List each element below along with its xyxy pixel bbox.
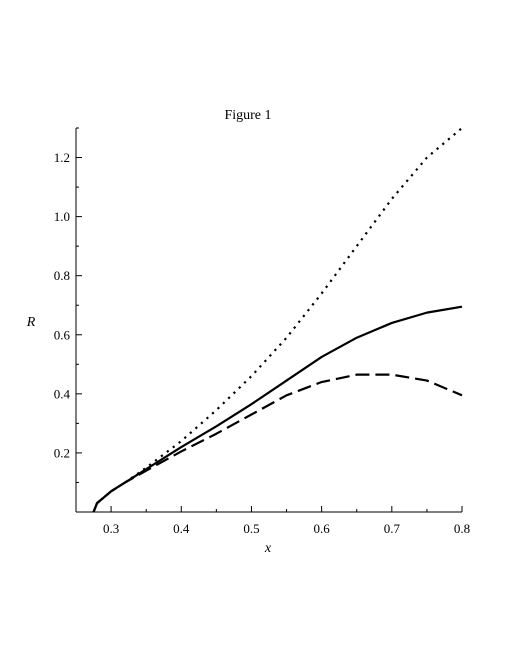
y-axis-label: R bbox=[26, 315, 36, 330]
series-line-solid bbox=[92, 305, 463, 513]
y-tick-label: 0.4 bbox=[54, 386, 71, 401]
x-axis-label: x bbox=[264, 541, 272, 556]
plot-area: 0.3 0.4 0.5 0.6 0.7 0.8 0.2 0.4 0.6 0.8 1.0 1.2 bbox=[54, 127, 470, 536]
series-line-dotted bbox=[92, 127, 463, 513]
y-tick-label: 0.2 bbox=[54, 445, 70, 460]
chart-title: Figure 1 bbox=[224, 108, 271, 123]
y-tick-label: 0.6 bbox=[54, 327, 71, 342]
x-tick-label: 0.4 bbox=[173, 521, 190, 536]
y-tick-label: 0.8 bbox=[54, 268, 70, 283]
x-tick-label: 0.5 bbox=[243, 521, 259, 536]
x-tick-label: 0.3 bbox=[103, 521, 119, 536]
x-tick-label: 0.6 bbox=[314, 521, 331, 536]
series-line-dashed bbox=[92, 373, 463, 513]
x-tick-label: 0.7 bbox=[384, 521, 401, 536]
ticks-layer: 0.3 0.4 0.5 0.6 0.7 0.8 0.2 0.4 0.6 0.8 1.0 1.2 bbox=[54, 127, 470, 536]
y-tick-label: 1.2 bbox=[54, 150, 70, 165]
series-layer bbox=[92, 127, 463, 513]
x-tick-label: 0.8 bbox=[454, 521, 470, 536]
y-tick-label: 1.0 bbox=[54, 209, 70, 224]
